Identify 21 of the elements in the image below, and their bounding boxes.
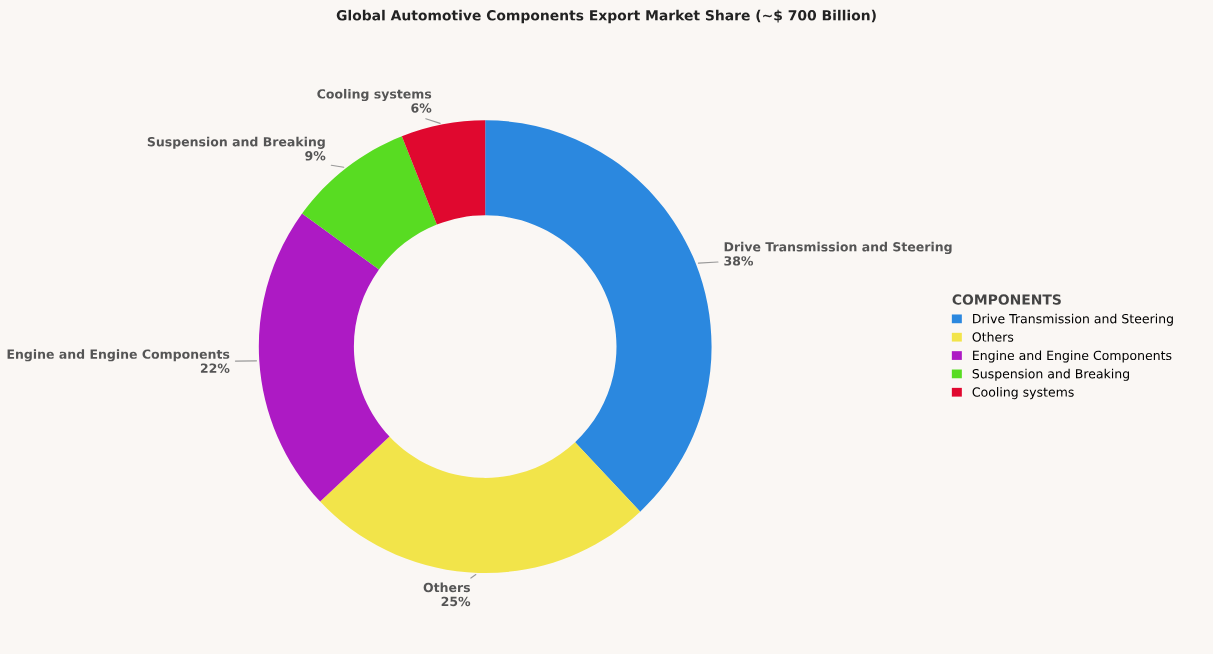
legend-title: COMPONENTS xyxy=(952,294,1061,305)
legend-label: Others xyxy=(972,332,1014,342)
data-label: 9% xyxy=(305,151,326,161)
slice-label: Others xyxy=(423,582,470,593)
chart-title: Global Automotive Components Export Market Share (~$ 700 Billion) xyxy=(336,9,876,24)
legend-label: Engine and Engine Components xyxy=(973,350,1172,363)
donut-slice xyxy=(320,436,641,573)
donut-slice xyxy=(258,213,390,502)
slice-label: Engine and Engine Components xyxy=(7,349,230,362)
donut-slice xyxy=(401,120,486,225)
legend-label: Suspension and Breaking xyxy=(972,368,1129,381)
donut-slice xyxy=(485,120,712,512)
data-label: 6% xyxy=(411,103,432,113)
legend-label: Cooling systems xyxy=(972,387,1074,400)
legend-label: Drive Transmission and Steering xyxy=(973,313,1173,326)
data-label: 22% xyxy=(200,363,230,373)
data-label: 38% xyxy=(724,256,754,266)
slice-label: Suspension and Breaking xyxy=(147,136,325,149)
data-label: 25% xyxy=(441,596,471,607)
slice-label: Drive Transmission and Steering xyxy=(724,241,952,255)
slice-label: Cooling systems xyxy=(317,88,432,102)
